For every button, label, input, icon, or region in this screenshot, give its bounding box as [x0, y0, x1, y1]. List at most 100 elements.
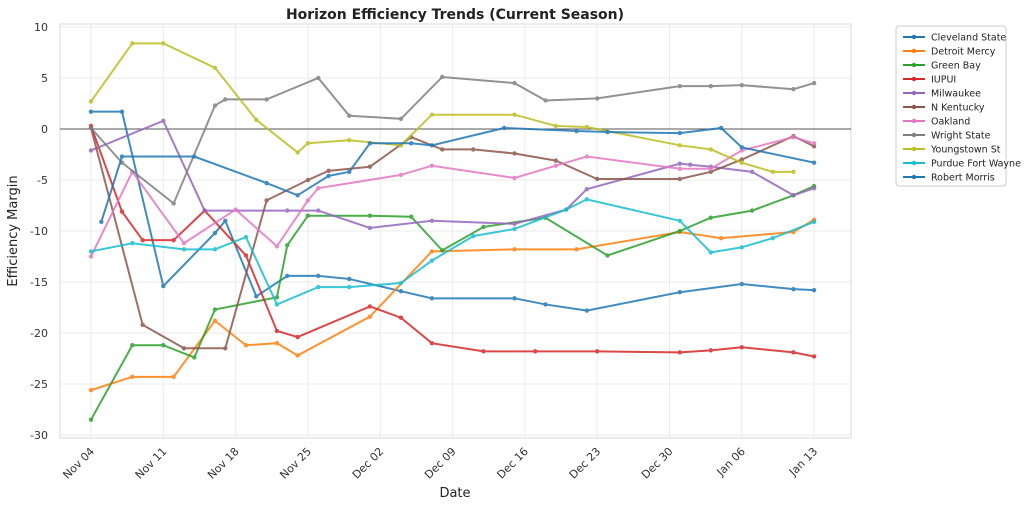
legend-label-robert-morris: Robert Morris: [931, 173, 995, 184]
data-point-cleveland-state: [285, 273, 290, 279]
legend-label-purdue-fort-wayne: Purdue Fort Wayne: [931, 159, 1021, 170]
data-point-wright-state: [212, 103, 218, 108]
data-point-cleveland-state: [161, 283, 166, 289]
data-point-iupui: [811, 354, 817, 359]
data-point-n-kentucky: [677, 176, 683, 182]
data-point-green-bay: [192, 355, 197, 360]
data-point-oakland: [316, 185, 321, 191]
data-point-wright-state: [347, 113, 352, 118]
data-point-purdue-fort-wayne: [88, 249, 94, 254]
data-point-wright-state: [543, 98, 548, 103]
data-point-detroit-mercy: [512, 247, 517, 252]
x-tick-label: Nov 25: [277, 445, 314, 482]
legend-marker-wright-state: [911, 132, 917, 138]
series-line-wright-state: [90, 75, 815, 206]
data-point-robert-morris: [192, 154, 197, 159]
legend-marker-detroit-mercy: [911, 48, 917, 54]
series-line-youngstown-st: [90, 42, 794, 173]
data-point-youngstown-st: [305, 141, 311, 146]
data-point-green-bay: [367, 213, 373, 218]
legend-marker-green-bay: [911, 62, 917, 68]
data-point-green-bay: [749, 208, 755, 213]
data-point-green-bay: [88, 417, 94, 422]
data-point-purdue-fort-wayne: [811, 219, 817, 225]
data-point-green-bay: [440, 248, 445, 253]
data-point-detroit-mercy: [212, 318, 218, 323]
x-tick-label: Nov 04: [60, 445, 97, 482]
data-point-robert-morris: [502, 125, 507, 131]
series-oakland: [88, 134, 817, 259]
data-point-detroit-mercy: [574, 247, 579, 252]
x-tick-label: Dec 09: [422, 445, 459, 482]
legend-label-detroit-mercy: Detroit Mercy: [931, 47, 996, 58]
data-point-oakland: [181, 241, 187, 246]
data-point-wright-state: [594, 96, 600, 101]
data-point-oakland: [274, 244, 280, 249]
data-point-purdue-fort-wayne: [739, 245, 744, 250]
data-point-purdue-fort-wayne: [243, 234, 249, 240]
data-point-cleveland-state: [543, 302, 548, 307]
data-point-iupui: [429, 341, 435, 346]
x-tick-label: Jan 06: [714, 445, 748, 479]
data-point-milwaukee: [677, 161, 683, 166]
data-point-n-kentucky: [553, 158, 559, 163]
data-point-cleveland-state: [429, 296, 435, 301]
data-point-wright-state: [708, 83, 713, 89]
data-point-cleveland-state: [584, 308, 590, 313]
data-point-purdue-fort-wayne: [274, 302, 280, 307]
legend-label-n-kentucky: N Kentucky: [931, 103, 985, 114]
legend-label-milwaukee: Milwaukee: [931, 89, 981, 100]
data-point-iupui: [677, 350, 683, 355]
x-tick-label: Dec 16: [494, 445, 531, 482]
data-point-purdue-fort-wayne: [770, 235, 775, 241]
data-point-iupui: [295, 334, 300, 340]
data-point-milwaukee: [316, 208, 321, 213]
data-point-cleveland-state: [254, 294, 259, 299]
data-point-green-bay: [305, 213, 311, 218]
data-point-purdue-fort-wayne: [563, 207, 569, 212]
data-point-milwaukee: [161, 118, 166, 124]
series-youngstown-st: [88, 41, 796, 175]
data-point-iupui: [708, 348, 713, 353]
x-axis-label: Date: [439, 486, 470, 501]
data-point-n-kentucky: [305, 177, 311, 183]
data-point-cleveland-state: [811, 287, 817, 293]
data-point-green-bay: [130, 343, 135, 348]
data-point-robert-morris: [295, 193, 300, 198]
legend: Cleveland State Detroit Mercy Green Bay IUP…: [895, 25, 1021, 187]
data-point-iupui: [791, 350, 796, 355]
data-point-iupui: [171, 237, 176, 243]
data-point-n-kentucky: [512, 151, 517, 156]
data-point-iupui: [398, 315, 404, 320]
data-point-oakland: [811, 141, 817, 146]
legend-marker-purdue-fort-wayne: [911, 160, 917, 166]
data-point-iupui: [739, 345, 744, 350]
data-point-wright-state: [171, 201, 176, 206]
data-point-green-bay: [481, 224, 486, 230]
x-tick-label: Jan 13: [786, 445, 820, 479]
data-point-wright-state: [223, 97, 228, 102]
data-point-wright-state: [398, 116, 404, 122]
x-tick-label: Nov 18: [205, 445, 242, 482]
data-point-iupui: [594, 349, 600, 354]
data-point-detroit-mercy: [274, 341, 280, 346]
data-point-detroit-mercy: [718, 235, 724, 241]
legend-marker-oakland: [911, 118, 917, 124]
data-point-purdue-fort-wayne: [429, 258, 435, 263]
data-point-n-kentucky: [223, 346, 228, 351]
data-point-robert-morris: [739, 145, 744, 150]
series-line-robert-morris: [100, 126, 815, 223]
data-point-youngstown-st: [429, 112, 435, 117]
data-point-n-kentucky: [264, 198, 269, 203]
plot-frame: [59, 23, 852, 439]
data-point-n-kentucky: [367, 164, 373, 169]
data-point-cleveland-state: [316, 273, 321, 279]
data-point-n-kentucky: [181, 346, 187, 351]
data-point-wright-state: [264, 97, 269, 102]
x-tick-label: Nov 11: [133, 445, 170, 482]
data-point-green-bay: [605, 253, 610, 258]
data-point-milwaukee: [791, 193, 796, 198]
data-point-robert-morris: [605, 129, 610, 135]
data-point-iupui: [367, 304, 373, 309]
y-tick-label: -20: [30, 327, 48, 340]
